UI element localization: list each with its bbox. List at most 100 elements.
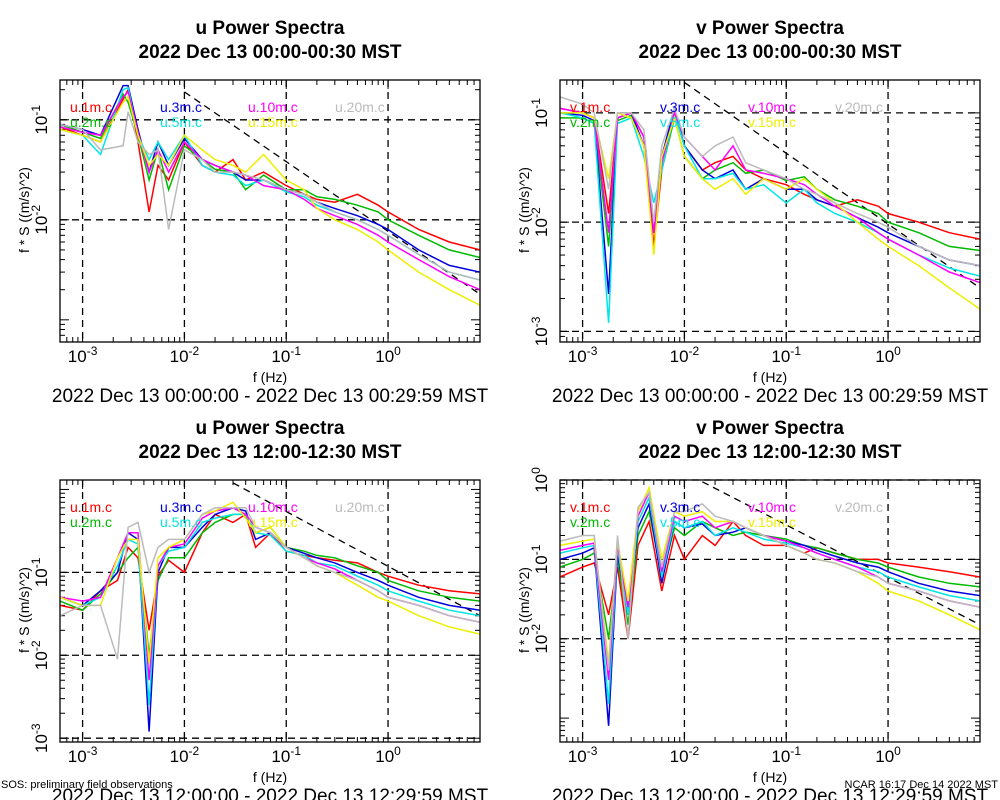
plot-frame <box>559 79 981 343</box>
reference-slope-line <box>232 482 480 617</box>
y-tick-label: 10-1 <box>529 544 551 574</box>
series-line-v-2m-c <box>560 114 980 252</box>
time-range-label: 2022 Dec 13 00:00:00 - 2022 Dec 13 00:29… <box>552 386 989 407</box>
legend-entry: v.2m.c <box>570 114 610 130</box>
legend-entry: v.15m.c <box>748 514 796 530</box>
spectra-panel-2: v Power Spectra 2022 Dec 13 00:00-00:30 M… <box>516 18 989 407</box>
legend-entry: u.10m.c <box>248 499 298 515</box>
series-line-u-20m-c <box>60 111 480 281</box>
x-tick-label: 10-2 <box>670 344 700 366</box>
legend-entry: u.5m.c <box>160 514 202 530</box>
time-range-label: 2022 Dec 13 12:00:00 - 2022 Dec 13 12:29… <box>52 786 489 800</box>
chart-title: u Power Spectra <box>196 18 345 39</box>
x-axis-label: f (Hz) <box>753 769 787 785</box>
legend-entry: u.2m.c <box>70 514 112 530</box>
series-line-v-3m-c <box>560 105 980 295</box>
time-range-label: 2022 Dec 13 00:00:00 - 2022 Dec 13 00:29… <box>52 386 489 407</box>
legend-entry: v.15m.c <box>748 114 796 130</box>
legend-entry: v.3m.c <box>660 99 700 115</box>
y-tick-label: 10-2 <box>29 205 51 235</box>
legend-entry: v.10m.c <box>748 499 796 515</box>
y-axis-label: f * S ((m/s)^2) <box>516 167 532 253</box>
series-line-v-20m-c <box>560 96 980 267</box>
chart-subtitle: 2022 Dec 13 12:00-12:30 MST <box>639 442 902 463</box>
footer-right-text: NCAR 16:17 Dec 14 2022 MST <box>845 779 999 791</box>
legend-entry: u.5m.c <box>160 114 202 130</box>
x-tick-label: 100 <box>375 344 401 366</box>
legend-entry: v.10m.c <box>748 99 796 115</box>
spectra-panel-1: u Power Spectra 2022 Dec 13 00:00-00:30 M… <box>16 18 489 407</box>
y-tick-label: 10-2 <box>529 207 551 237</box>
series-line-u-15m-c <box>60 501 480 664</box>
plot-frame <box>59 479 481 743</box>
legend-entry: u.1m.c <box>70 99 112 115</box>
x-axis-label: f (Hz) <box>753 369 787 385</box>
spectra-panel-3: u Power Spectra 2022 Dec 13 12:00-12:30 M… <box>16 418 489 800</box>
x-tick-label: 10-1 <box>271 744 301 766</box>
time-range-label: 2022 Dec 13 12:00:00 - 2022 Dec 13 12:29… <box>552 786 989 800</box>
legend-entry: u.20m.c <box>335 499 385 515</box>
y-axis-label: f * S ((m/s)^2) <box>16 167 32 253</box>
x-tick-label: 100 <box>875 344 901 366</box>
legend-entry: u.1m.c <box>70 499 112 515</box>
x-tick-label: 10-3 <box>568 344 598 366</box>
reference-slope-line <box>684 81 980 289</box>
legend-entry: u.15m.c <box>248 114 298 130</box>
legend-entry: v.5m.c <box>660 514 700 530</box>
chart-title: u Power Spectra <box>196 418 345 439</box>
footer-left-text: SOS: preliminary field observations <box>1 779 173 791</box>
x-tick-label: 10-2 <box>170 744 200 766</box>
x-tick-label: 100 <box>375 744 401 766</box>
x-tick-label: 10-3 <box>68 744 98 766</box>
series-line-u-15m-c <box>60 95 480 306</box>
legend-entry: v.2m.c <box>570 514 610 530</box>
series-line-v-5m-c <box>560 109 980 323</box>
legend-entry: u.3m.c <box>160 499 202 515</box>
legend-entry: v.1m.c <box>570 99 610 115</box>
y-tick-label: 10-2 <box>29 640 51 670</box>
y-tick-label: 10-2 <box>529 624 551 654</box>
y-tick-label: 10-1 <box>529 98 551 128</box>
x-axis-label: f (Hz) <box>253 769 287 785</box>
legend-entry: v.20m.c <box>835 99 883 115</box>
legend-entry: u.15m.c <box>248 514 298 530</box>
y-axis-label: f * S ((m/s)^2) <box>16 567 32 653</box>
spectra-panel-4: v Power Spectra 2022 Dec 13 12:00-12:30 M… <box>516 418 989 800</box>
legend-entry: v.1m.c <box>570 499 610 515</box>
chart-subtitle: 2022 Dec 13 00:00-00:30 MST <box>139 42 402 63</box>
series-line-u-5m-c <box>60 513 480 706</box>
y-tick-label: 10-1 <box>29 557 51 587</box>
series-line-v-20m-c <box>560 490 980 671</box>
y-tick-label: 100 <box>529 467 551 493</box>
chart-title: v Power Spectra <box>696 18 844 39</box>
legend-entry: u.3m.c <box>160 99 202 115</box>
chart-subtitle: 2022 Dec 13 12:00-12:30 MST <box>139 442 402 463</box>
x-axis-label: f (Hz) <box>253 369 287 385</box>
series-line-v-10m-c <box>560 107 980 284</box>
legend-entry: u.20m.c <box>335 99 385 115</box>
series-line-u-20m-c <box>60 507 480 660</box>
x-tick-label: 10-1 <box>271 344 301 366</box>
chart-title: v Power Spectra <box>696 418 844 439</box>
legend-entry: v.3m.c <box>660 499 700 515</box>
plot-frame <box>559 479 981 743</box>
y-tick-label: 10-3 <box>29 723 51 753</box>
x-tick-label: 10-2 <box>170 344 200 366</box>
legend-entry: v.5m.c <box>660 114 700 130</box>
chart-subtitle: 2022 Dec 13 00:00-00:30 MST <box>639 42 902 63</box>
legend-entry: u.2m.c <box>70 114 112 130</box>
series-line-v-15m-c <box>560 111 980 310</box>
x-tick-label: 10-3 <box>568 744 598 766</box>
legend-entry: u.10m.c <box>248 99 298 115</box>
x-tick-label: 100 <box>875 744 901 766</box>
x-tick-label: 10-3 <box>68 344 98 366</box>
x-tick-label: 10-1 <box>771 344 801 366</box>
plot-frame <box>59 79 481 343</box>
legend-entry: v.20m.c <box>835 499 883 515</box>
y-tick-label: 10-3 <box>529 316 551 346</box>
y-axis-label: f * S ((m/s)^2) <box>516 567 532 653</box>
series-line-u-3m-c <box>60 507 480 732</box>
reference-slope-line <box>702 481 980 626</box>
y-tick-label: 10-1 <box>29 105 51 135</box>
x-tick-label: 10-1 <box>771 744 801 766</box>
